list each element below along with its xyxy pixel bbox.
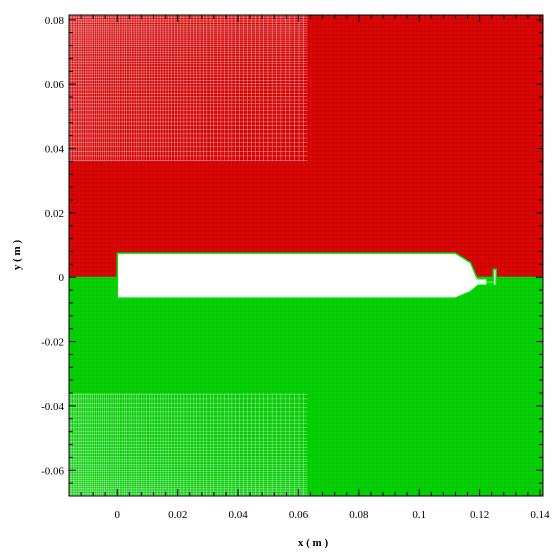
y-tick-label: -0.04 <box>41 401 64 413</box>
x-tick-label: 0.14 <box>530 509 550 521</box>
x-tick-label: 0.04 <box>228 509 248 521</box>
x-tick-label: 0 <box>115 509 121 521</box>
x-axis-title: x ( m ) <box>298 537 329 549</box>
y-axis-title: y ( m ) <box>11 240 23 271</box>
x-tick-label: 0.12 <box>470 509 489 521</box>
y-tick-label: -0.06 <box>41 465 64 477</box>
y-axis-ticks: 0.08 0.06 0.04 0.02 0 -0.02 -0.04 -0.06 <box>41 15 543 497</box>
x-tick-label: 0.02 <box>168 509 187 521</box>
x-axis-ticks: 0 0.02 0.04 0.06 0.08 0.1 0.12 0.14 <box>68 15 550 521</box>
plot-frame <box>68 14 544 497</box>
body-outline <box>116 252 497 299</box>
region-lower <box>69 277 543 496</box>
dense-mesh <box>69 15 308 496</box>
region-upper <box>69 15 543 278</box>
y-tick-label: 0.04 <box>45 144 65 156</box>
x-tick-label: 0.06 <box>289 509 309 521</box>
y-tick-label: 0.08 <box>45 15 65 27</box>
x-tick-label: 0.1 <box>412 509 426 521</box>
y-tick-label: -0.02 <box>41 337 64 349</box>
y-tick-label: 0 <box>59 272 65 284</box>
x-tick-label: 0.08 <box>349 509 369 521</box>
y-tick-label: 0.06 <box>45 79 65 91</box>
y-tick-label: 0.02 <box>45 208 64 220</box>
